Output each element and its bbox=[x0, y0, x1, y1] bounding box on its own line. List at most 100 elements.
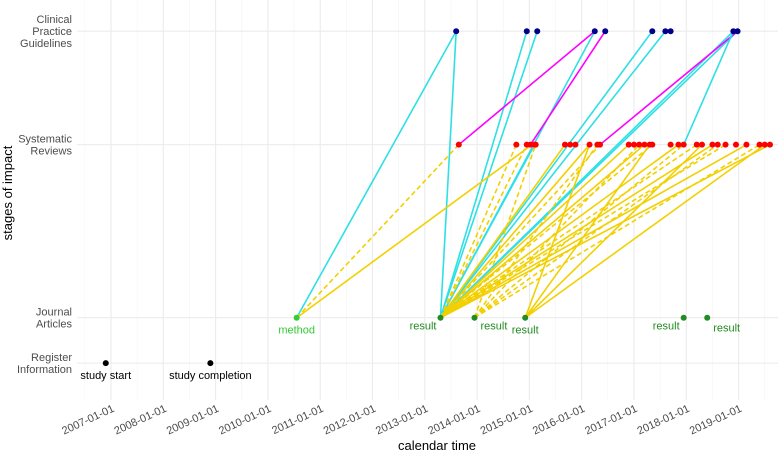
cyan-citation-line bbox=[439, 30, 539, 318]
review-point bbox=[732, 141, 739, 148]
gold-citation-line bbox=[296, 144, 533, 319]
guideline-point bbox=[602, 28, 609, 35]
register-point bbox=[207, 360, 214, 367]
guideline-point bbox=[453, 28, 460, 35]
gold-citation-line bbox=[524, 144, 766, 319]
review-point bbox=[714, 141, 721, 148]
gold-citation-line bbox=[439, 144, 566, 319]
review-point bbox=[567, 141, 574, 148]
y-tick-line: Practice bbox=[32, 26, 72, 38]
guideline-point bbox=[649, 28, 656, 35]
gold-citation-line bbox=[440, 144, 679, 319]
gold-citation-line bbox=[473, 144, 685, 319]
guideline-point bbox=[667, 28, 674, 35]
y-tick-line: Register bbox=[31, 352, 72, 364]
y-tick-line: Journal bbox=[36, 307, 72, 319]
data-points bbox=[102, 28, 773, 367]
review-point bbox=[455, 141, 462, 148]
review-point bbox=[680, 141, 687, 148]
article-label-result: result bbox=[480, 321, 507, 333]
guideline-point bbox=[662, 28, 669, 35]
review-point bbox=[625, 141, 632, 148]
review-point bbox=[597, 141, 604, 148]
y-tick-label: Register Information bbox=[17, 352, 72, 376]
article-point-result bbox=[704, 314, 711, 321]
gold-citation-line bbox=[439, 144, 653, 319]
y-axis-title: stages of impact bbox=[0, 145, 15, 240]
review-point bbox=[527, 141, 534, 148]
review-point bbox=[631, 141, 637, 148]
guideline-point bbox=[523, 28, 530, 35]
magenta-citation-line bbox=[599, 30, 739, 146]
register-label: study completion bbox=[169, 370, 252, 382]
gold-citation-line bbox=[439, 144, 630, 319]
guideline-point bbox=[534, 28, 541, 35]
review-point bbox=[698, 141, 705, 148]
review-point bbox=[761, 141, 768, 148]
y-tick-line: Articles bbox=[36, 319, 73, 331]
gold-citation-line bbox=[439, 144, 601, 319]
article-label-result: result bbox=[410, 321, 437, 333]
article-label-result: result bbox=[512, 325, 539, 337]
gold-citation-line bbox=[473, 144, 599, 319]
y-tick-line: Systematic bbox=[18, 134, 72, 146]
article-label-method: method bbox=[278, 325, 315, 337]
cyan-citation-line bbox=[439, 144, 536, 319]
guideline-point bbox=[734, 28, 741, 35]
article-point-result bbox=[522, 314, 529, 321]
review-point bbox=[756, 141, 763, 148]
review-point bbox=[561, 141, 568, 148]
y-tick-label: Journal Articles bbox=[36, 307, 73, 331]
cyan-citation-line bbox=[439, 31, 457, 318]
y-axis-ticks: Register Information Journal Articles System… bbox=[17, 14, 73, 376]
review-point bbox=[766, 141, 773, 148]
review-point bbox=[649, 141, 656, 148]
citation-segments bbox=[295, 30, 771, 319]
y-tick-line: Guidelines bbox=[20, 38, 72, 50]
register-label: study start bbox=[80, 370, 131, 382]
review-point bbox=[572, 141, 579, 148]
cyan-citation-line bbox=[439, 30, 667, 319]
article-point-result bbox=[680, 314, 687, 321]
guideline-point bbox=[591, 28, 598, 35]
article-point-result bbox=[471, 314, 478, 321]
gold-citation-line bbox=[440, 144, 713, 319]
y-tick-label: Systematic Reviews bbox=[18, 134, 72, 158]
y-tick-label: Clinical Practice Guidelines bbox=[20, 14, 72, 50]
article-label-result: result bbox=[713, 323, 740, 335]
cyan-citation-line bbox=[439, 30, 739, 319]
review-point bbox=[641, 141, 648, 148]
review-point bbox=[709, 141, 716, 148]
article-label-result: result bbox=[653, 321, 680, 333]
review-point bbox=[513, 141, 520, 148]
register-point bbox=[102, 360, 109, 367]
review-point bbox=[722, 141, 729, 148]
article-point-method bbox=[293, 314, 300, 321]
gold-citation-line bbox=[524, 144, 651, 319]
review-point bbox=[743, 141, 750, 148]
gold-citation-line bbox=[440, 144, 698, 319]
y-tick-line: Information bbox=[17, 364, 72, 376]
magenta-citation-line bbox=[529, 30, 606, 146]
gold-citation-line bbox=[439, 144, 591, 319]
gold-citation-line bbox=[439, 144, 528, 319]
review-point bbox=[532, 141, 539, 148]
gold-citation-line bbox=[473, 144, 537, 318]
review-point bbox=[667, 141, 674, 148]
cyan-citation-line bbox=[682, 30, 735, 146]
guideline-point bbox=[730, 28, 737, 35]
review-point bbox=[675, 141, 682, 148]
gold-citation-line bbox=[524, 144, 703, 319]
cyan-citation-line bbox=[295, 30, 457, 319]
y-tick-line: Clinical bbox=[37, 14, 72, 26]
gold-citation-line bbox=[474, 144, 719, 319]
gold-citation-line bbox=[524, 144, 591, 319]
gold-citation-line bbox=[439, 144, 645, 319]
review-point bbox=[586, 141, 593, 148]
x-axis-title: calendar time bbox=[398, 438, 476, 453]
magenta-citation-line bbox=[458, 30, 596, 146]
grid-lines bbox=[77, 0, 778, 400]
